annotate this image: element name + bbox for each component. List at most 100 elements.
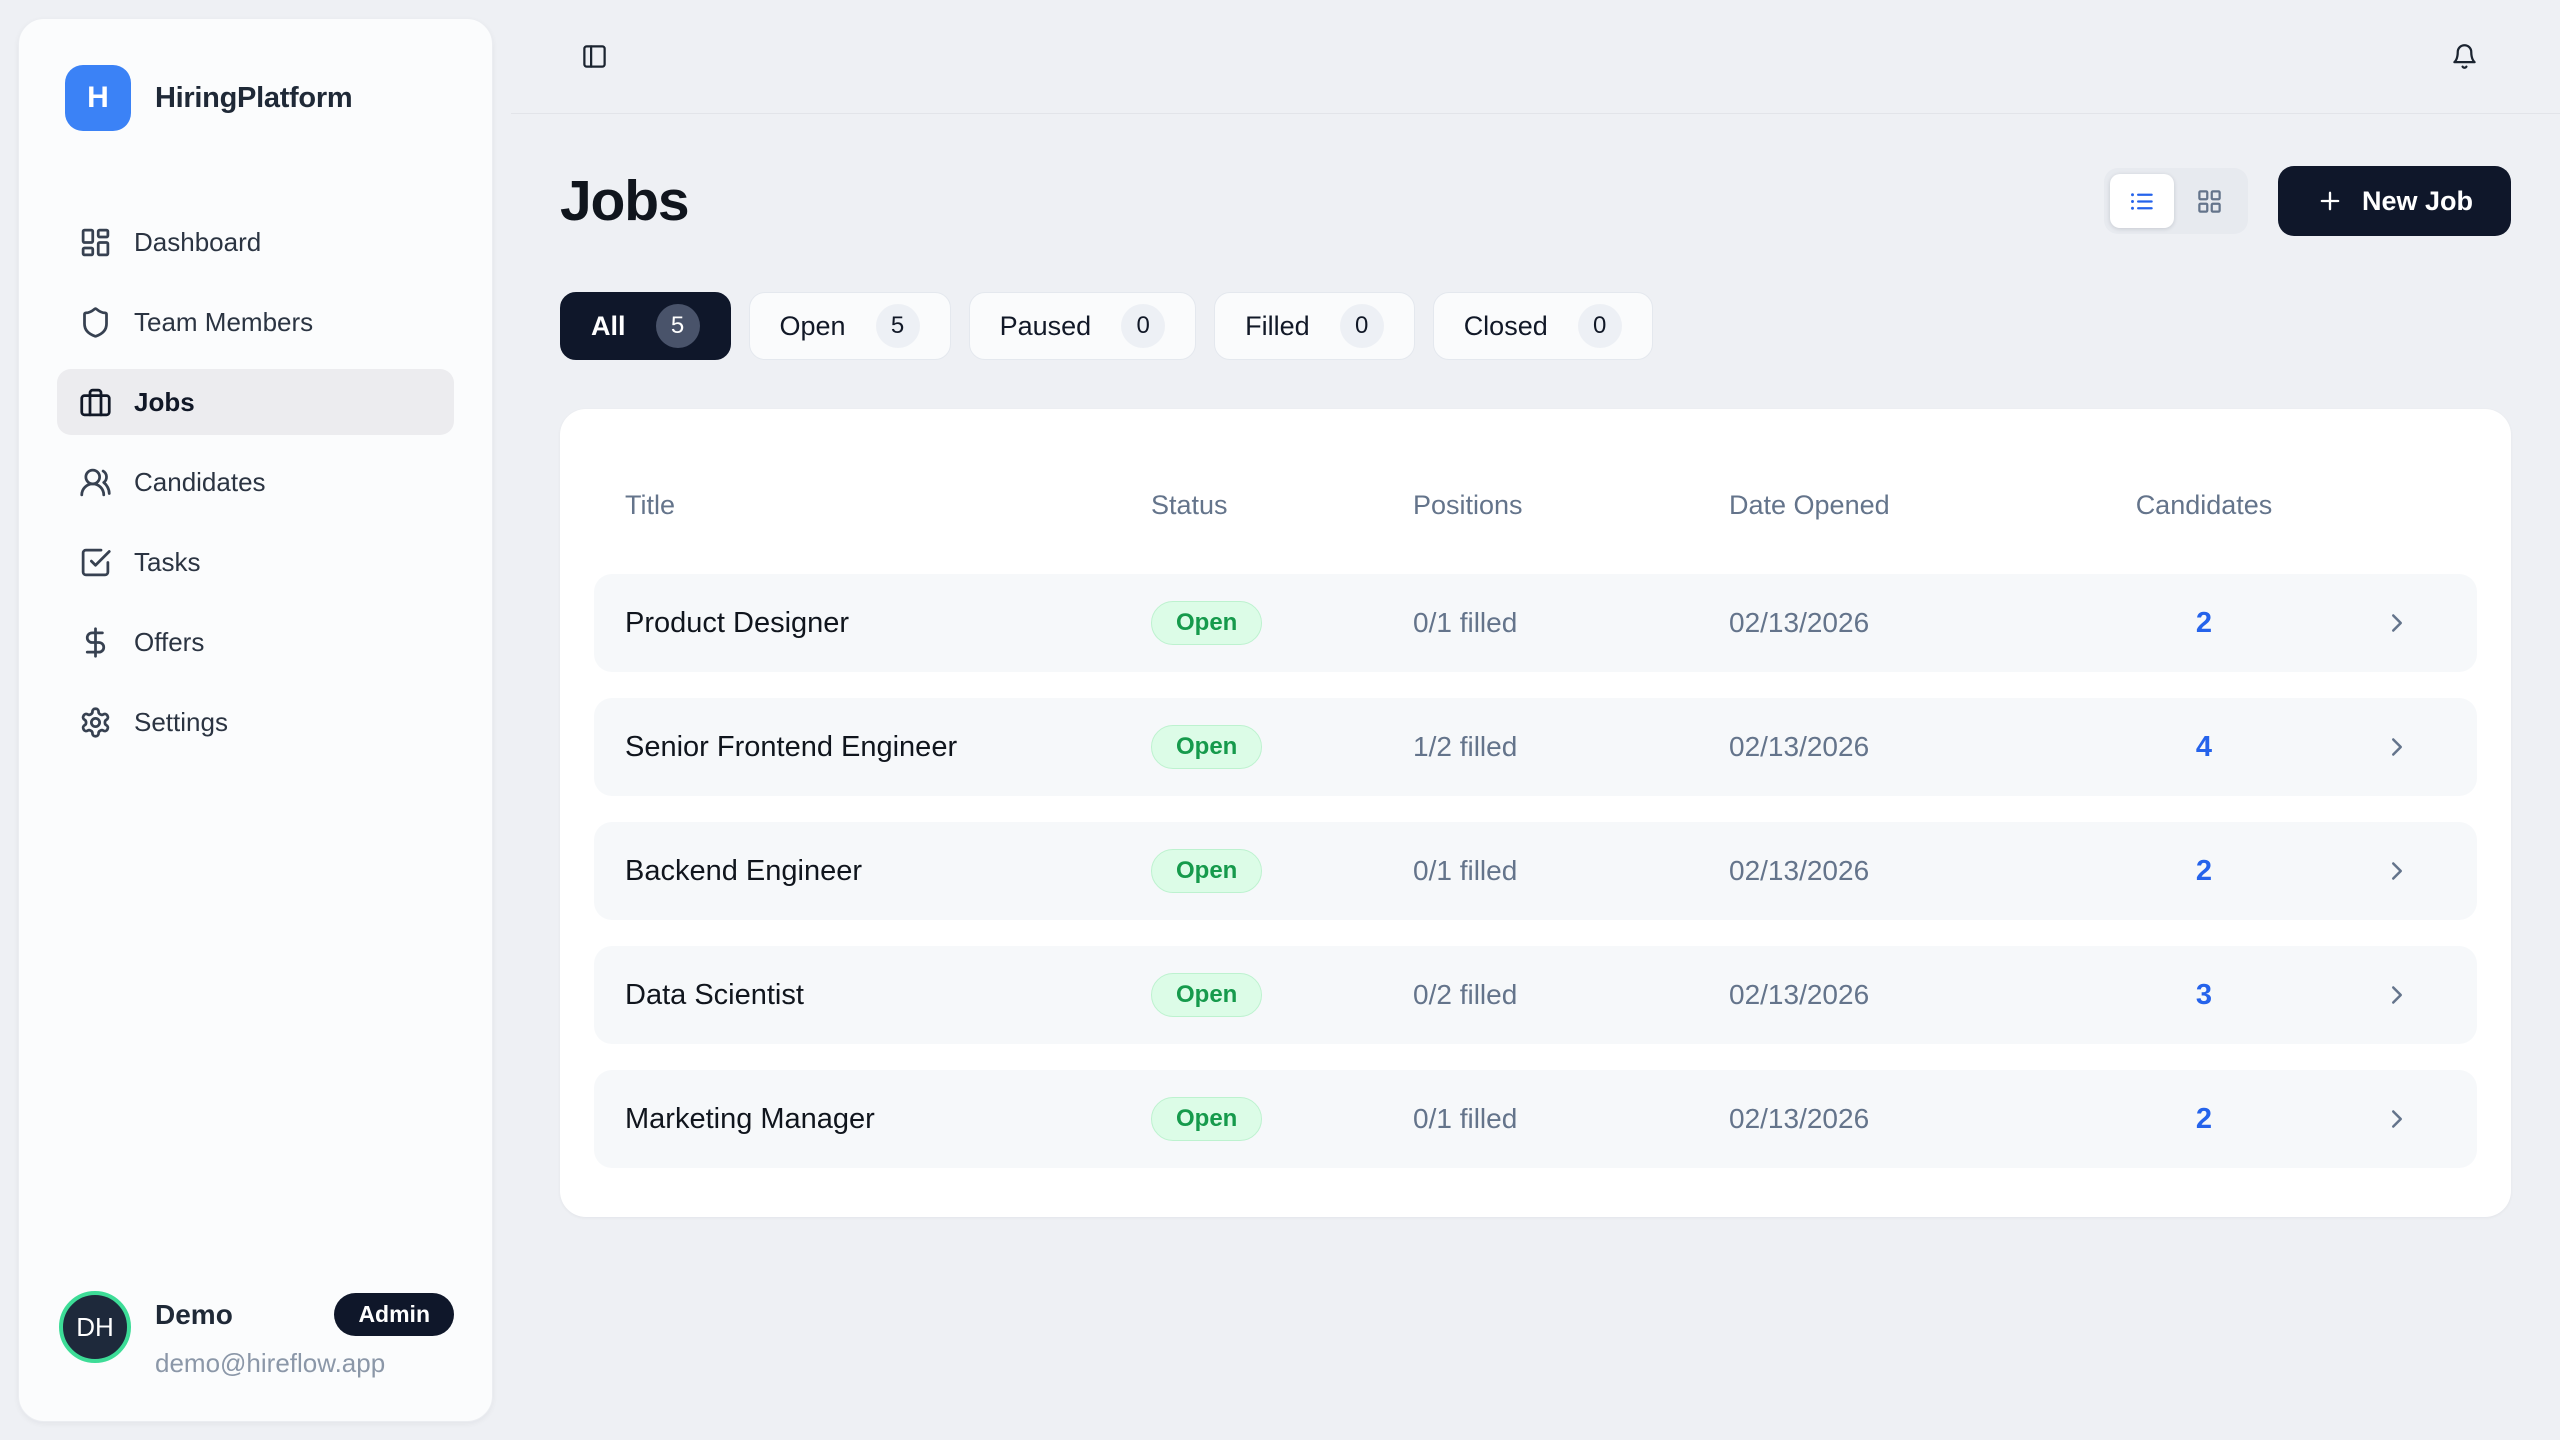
header-controls: New Job <box>2103 166 2511 236</box>
sidebar-item-label: Tasks <box>134 546 201 577</box>
filter-count-badge: 5 <box>655 304 700 348</box>
new-job-button[interactable]: New Job <box>2277 166 2511 236</box>
notifications-button[interactable] <box>2445 37 2484 76</box>
sidebar-nav: Dashboard Team Members Jobs Candidates Tasks… <box>57 209 454 755</box>
column-header-positions: Positions <box>1413 489 1523 520</box>
positions-filled: 1/2 filled <box>1413 731 1518 762</box>
sidebar-item-jobs[interactable]: Jobs <box>57 369 454 435</box>
profile-name: Demo <box>155 1298 233 1330</box>
view-mode-grid-button[interactable] <box>2178 174 2242 228</box>
sidebar-item-label: Dashboard <box>134 226 262 257</box>
jobs-table-card: Title Status Positions Date Opened Candidate… <box>560 409 2511 1217</box>
filter-label: All <box>591 310 626 341</box>
brand: H HiringPlatform <box>57 65 454 131</box>
grid-icon <box>2196 188 2223 215</box>
status-badge: Open <box>1151 849 1263 893</box>
sidebar-item-dashboard[interactable]: Dashboard <box>57 209 454 275</box>
status-badge: Open <box>1151 725 1263 769</box>
sidebar-item-label: Settings <box>134 706 228 737</box>
topbar <box>511 0 2560 114</box>
plus-icon <box>2316 187 2344 215</box>
status-badge: Open <box>1151 1097 1263 1141</box>
table-body: Product Designer Open 0/1 filled 02/13/2026… <box>594 574 2477 1168</box>
column-header-title: Title <box>625 489 676 520</box>
status-filters: All 5 Open 5 Paused 0 Filled 0 Closed 0 <box>560 292 2511 360</box>
sidebar-item-label: Candidates <box>134 466 266 497</box>
column-header-status: Status <box>1151 489 1228 520</box>
filter-count-badge: 5 <box>875 304 920 348</box>
filter-tab-paused[interactable]: Paused 0 <box>968 292 1197 360</box>
positions-filled: 0/1 filled <box>1413 607 1518 638</box>
job-row[interactable]: Senior Frontend Engineer Open 1/2 filled 02… <box>594 698 2477 796</box>
content: Jobs New Job All 5 Open 5 Paused 0 Filled 0 Clos… <box>511 114 2560 1440</box>
job-title: Data Scientist <box>625 978 804 1011</box>
sidebar-item-label: Team Members <box>134 306 314 337</box>
sidebar-item-settings[interactable]: Settings <box>57 689 454 755</box>
check-square-icon <box>79 546 112 579</box>
column-header-date-opened: Date Opened <box>1729 489 1890 520</box>
briefcase-icon <box>79 386 112 419</box>
candidates-count[interactable]: 2 <box>2195 854 2213 887</box>
view-mode-toggle <box>2103 168 2248 234</box>
brand-name: HiringPlatform <box>155 81 353 114</box>
filter-tab-all[interactable]: All 5 <box>560 292 731 360</box>
page-header: Jobs New Job <box>560 166 2511 236</box>
positions-filled: 0/1 filled <box>1413 855 1518 886</box>
filter-label: Filled <box>1245 310 1310 341</box>
profile-email: demo@hireflow.app <box>155 1348 386 1378</box>
list-icon <box>2128 188 2155 215</box>
job-row[interactable]: Product Designer Open 0/1 filled 02/13/2026… <box>594 574 2477 672</box>
sidebar-toggle-button[interactable] <box>575 37 614 76</box>
date-opened: 02/13/2026 <box>1729 1103 1870 1134</box>
date-opened: 02/13/2026 <box>1729 855 1870 886</box>
positions-filled: 0/1 filled <box>1413 1103 1518 1134</box>
users-icon <box>79 466 112 499</box>
filter-count-badge: 0 <box>1339 304 1384 348</box>
sidebar-item-candidates[interactable]: Candidates <box>57 449 454 515</box>
main-area: Jobs New Job All 5 Open 5 Paused 0 Filled 0 Clos… <box>511 0 2560 1440</box>
job-row[interactable]: Marketing Manager Open 0/1 filled 02/13/202… <box>594 1070 2477 1168</box>
chevron-right-icon[interactable] <box>2357 856 2437 886</box>
table-header-row: Title Status Positions Date Opened Candidate… <box>594 436 2477 574</box>
filter-tab-closed[interactable]: Closed 0 <box>1432 292 1653 360</box>
date-opened: 02/13/2026 <box>1729 731 1870 762</box>
sidebar-item-team-members[interactable]: Team Members <box>57 289 454 355</box>
profile-info: Demo Admin demo@hireflow.app <box>155 1291 454 1379</box>
sidebar: H HiringPlatform Dashboard Team Members Jo… <box>18 18 493 1422</box>
sidebar-item-tasks[interactable]: Tasks <box>57 529 454 595</box>
role-badge: Admin <box>334 1293 454 1336</box>
job-title: Marketing Manager <box>625 1102 875 1135</box>
job-title: Backend Engineer <box>625 854 862 887</box>
shield-icon <box>79 306 112 339</box>
view-mode-list-button[interactable] <box>2109 174 2174 228</box>
chevron-right-icon[interactable] <box>2357 1104 2437 1134</box>
candidates-count[interactable]: 3 <box>2195 978 2213 1011</box>
chevron-right-icon[interactable] <box>2357 732 2437 762</box>
filter-count-badge: 0 <box>1577 304 1622 348</box>
status-badge: Open <box>1151 973 1263 1017</box>
candidates-count[interactable]: 4 <box>2195 730 2213 763</box>
gear-icon <box>79 706 112 739</box>
date-opened: 02/13/2026 <box>1729 979 1870 1010</box>
job-row[interactable]: Data Scientist Open 0/2 filled 02/13/2026 3 <box>594 946 2477 1044</box>
filter-label: Closed <box>1463 310 1548 341</box>
job-title: Product Designer <box>625 606 850 639</box>
sidebar-wrapper: H HiringPlatform Dashboard Team Members Jo… <box>0 0 511 1440</box>
filter-label: Paused <box>999 310 1092 341</box>
user-profile[interactable]: DH Demo Admin demo@hireflow.app <box>57 1291 454 1379</box>
page-title: Jobs <box>560 169 690 233</box>
filter-tab-filled[interactable]: Filled 0 <box>1214 292 1415 360</box>
filter-tab-open[interactable]: Open 5 <box>748 292 951 360</box>
candidates-count[interactable]: 2 <box>2195 606 2213 639</box>
dashboard-icon <box>79 226 112 259</box>
brand-logo: H <box>65 65 131 131</box>
job-row[interactable]: Backend Engineer Open 0/1 filled 02/13/2026… <box>594 822 2477 920</box>
chevron-right-icon[interactable] <box>2357 980 2437 1010</box>
status-badge: Open <box>1151 601 1263 645</box>
date-opened: 02/13/2026 <box>1729 607 1870 638</box>
job-title: Senior Frontend Engineer <box>625 730 958 763</box>
sidebar-item-offers[interactable]: Offers <box>57 609 454 675</box>
candidates-count[interactable]: 2 <box>2195 1102 2213 1135</box>
chevron-right-icon[interactable] <box>2357 608 2437 638</box>
